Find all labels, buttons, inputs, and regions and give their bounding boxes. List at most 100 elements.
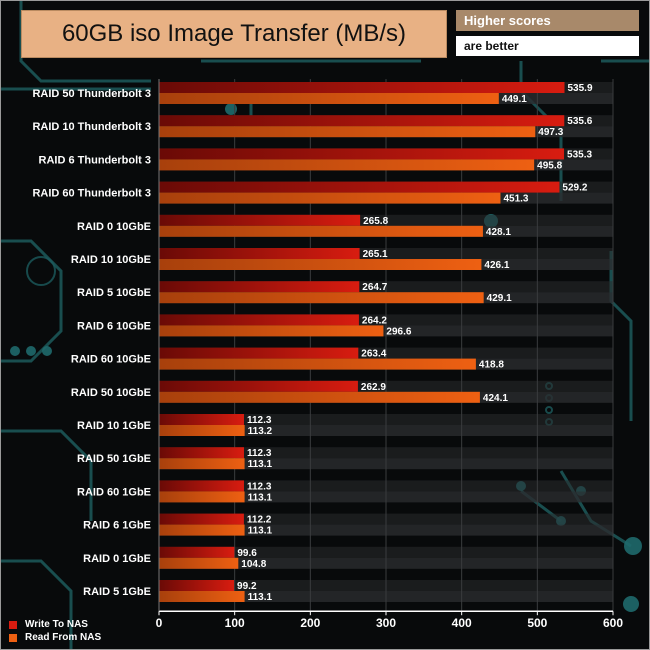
bar-write <box>159 82 565 93</box>
data-label-write: 264.2 <box>362 315 387 326</box>
category-label: RAID 0 10GbE <box>77 221 151 233</box>
bar-read <box>159 425 245 436</box>
data-label-read: 113.1 <box>248 592 273 603</box>
bar-read <box>159 259 482 270</box>
x-tick-label: 100 <box>225 616 245 630</box>
legend: Write To NAS Read From NAS <box>9 618 101 644</box>
bar-write <box>159 148 565 160</box>
x-tick-label: 400 <box>452 616 472 630</box>
category-label: RAID 50 10GbE <box>71 387 151 399</box>
data-label-write: 529.2 <box>562 183 587 194</box>
x-tick-label: 600 <box>603 616 623 630</box>
data-label-write: 112.2 <box>247 515 272 526</box>
data-label-write: 112.3 <box>247 415 272 426</box>
data-label-read: 113.1 <box>248 459 273 470</box>
category-label: RAID 5 10GbE <box>77 287 151 299</box>
data-label-read: 113.1 <box>248 526 273 537</box>
category-label: RAID 5 1GbE <box>83 586 151 598</box>
legend-swatch-read <box>9 633 17 642</box>
category-label: RAID 6 10GbE <box>77 320 151 332</box>
category-label: RAID 10 1GbE <box>77 420 151 432</box>
bar-read <box>159 458 245 470</box>
data-label-read: 497.3 <box>538 127 563 138</box>
x-tick-label: 300 <box>376 616 396 630</box>
bar-write <box>159 414 244 425</box>
category-label: RAID 50 1GbE <box>77 453 151 465</box>
data-label-read: 418.8 <box>479 360 504 371</box>
bar-write <box>159 248 360 259</box>
legend-item-read: Read From NAS <box>9 631 101 644</box>
bar-read <box>159 325 384 337</box>
x-tick-label: 200 <box>300 616 320 630</box>
category-label: RAID 60 Thunderbolt 3 <box>32 188 151 200</box>
category-label: RAID 10 10GbE <box>71 254 151 266</box>
data-label-read: 428.1 <box>486 227 511 238</box>
data-label-read: 429.1 <box>487 293 512 304</box>
data-label-read: 113.1 <box>248 492 273 503</box>
bar-read <box>159 93 499 104</box>
bar-read <box>159 192 501 204</box>
bar-write <box>159 214 361 226</box>
data-label-read: 424.1 <box>483 393 508 404</box>
legend-item-write: Write To NAS <box>9 618 101 631</box>
bar-write <box>159 115 565 127</box>
category-label: RAID 50 Thunderbolt 3 <box>32 88 151 100</box>
data-label-write: 262.9 <box>361 382 386 393</box>
category-label: RAID 10 Thunderbolt 3 <box>32 121 151 133</box>
bar-write <box>159 347 359 359</box>
data-label-write: 99.6 <box>237 548 257 559</box>
data-label-read: 104.8 <box>241 559 266 570</box>
category-label: RAID 6 1GbE <box>83 520 151 532</box>
category-label: RAID 6 Thunderbolt 3 <box>39 154 151 166</box>
data-label-read: 426.1 <box>484 260 509 271</box>
bar-read <box>159 358 476 370</box>
bar-write <box>159 513 244 525</box>
bar-read <box>159 159 535 171</box>
bar-write <box>159 314 359 326</box>
data-label-write: 112.3 <box>247 448 272 459</box>
data-label-write: 112.3 <box>247 481 272 492</box>
data-label-read: 449.1 <box>502 94 527 105</box>
bar-read <box>159 391 480 403</box>
x-tick-label: 0 <box>156 616 163 630</box>
data-label-write: 99.2 <box>237 581 257 592</box>
bar-read <box>159 557 239 569</box>
note-higher-scores: Higher scores <box>456 10 639 31</box>
category-label: RAID 60 10GbE <box>71 354 151 366</box>
bar-write <box>159 380 358 392</box>
data-label-write: 263.4 <box>361 349 386 360</box>
note-are-better: are better <box>456 36 639 56</box>
category-label: RAID 60 1GbE <box>77 486 151 498</box>
bar-write <box>159 281 360 293</box>
data-label-read: 296.6 <box>386 326 411 337</box>
bar-read <box>159 126 536 138</box>
data-label-read: 113.2 <box>248 426 273 437</box>
bar-write <box>159 181 560 193</box>
data-label-write: 535.9 <box>567 83 592 94</box>
bar-write <box>159 546 235 558</box>
bar-read <box>159 524 245 536</box>
data-label-write: 265.1 <box>363 249 388 260</box>
legend-swatch-write <box>9 620 17 629</box>
bar-read <box>159 225 483 237</box>
category-label: RAID 0 1GbE <box>83 553 151 565</box>
data-label-write: 535.3 <box>567 149 592 160</box>
bar-write <box>159 580 235 591</box>
data-label-write: 265.8 <box>363 216 388 227</box>
bar-read <box>159 292 484 304</box>
legend-label-read: Read From NAS <box>25 632 102 643</box>
x-tick-label: 500 <box>527 616 547 630</box>
data-label-write: 264.7 <box>362 282 387 293</box>
bar-write <box>159 447 244 459</box>
legend-label-write: Write To NAS <box>25 619 88 630</box>
chart-title: 60GB iso Image Transfer (MB/s) <box>61 20 407 47</box>
data-label-read: 495.8 <box>537 160 562 171</box>
bar-read <box>159 591 245 602</box>
chart-title-box: 60GB iso Image Transfer (MB/s) <box>21 10 447 58</box>
bar-write <box>159 480 244 492</box>
data-label-write: 535.6 <box>567 116 592 127</box>
data-label-read: 451.3 <box>503 194 528 205</box>
bar-read <box>159 491 245 503</box>
